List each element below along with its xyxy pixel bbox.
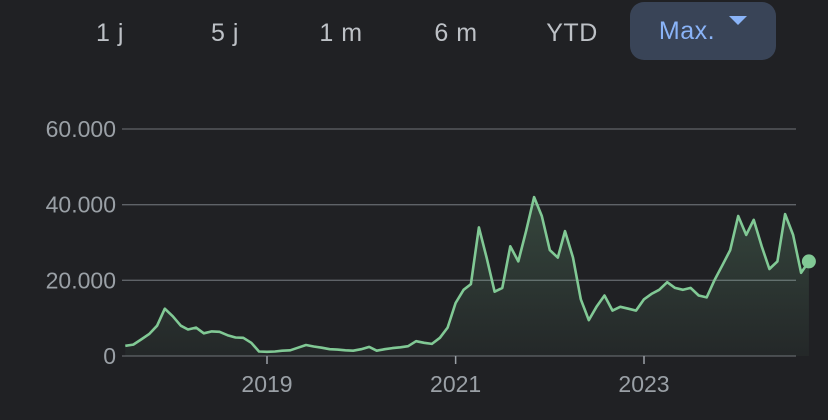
y-tick-label: 0 — [103, 343, 116, 369]
y-tick-label: 40.000 — [46, 192, 116, 218]
range-1-month-button[interactable]: 1 m — [319, 19, 363, 47]
time-range-selector: 1 j 5 j 1 m 6 m YTD Max. — [0, 0, 828, 66]
y-tick-label: 60.000 — [46, 116, 116, 142]
series-area-fill — [125, 197, 809, 356]
range-1-day-button[interactable]: 1 j — [96, 19, 124, 47]
range-max-dropdown[interactable]: Max. — [630, 2, 776, 60]
x-tick-label: 2019 — [241, 371, 292, 397]
caret-down-icon — [729, 16, 748, 25]
y-tick-label: 20.000 — [46, 267, 116, 293]
x-tick-label: 2021 — [430, 371, 481, 397]
series-line — [125, 195, 810, 354]
range-6-months-button[interactable]: 6 m — [434, 19, 478, 47]
range-max-label: Max. — [658, 17, 716, 45]
x-tick-label: 2023 — [618, 371, 669, 397]
range-ytd-button[interactable]: YTD — [546, 19, 598, 47]
latest-value-dot — [801, 254, 816, 269]
range-5-days-button[interactable]: 5 j — [211, 19, 239, 47]
